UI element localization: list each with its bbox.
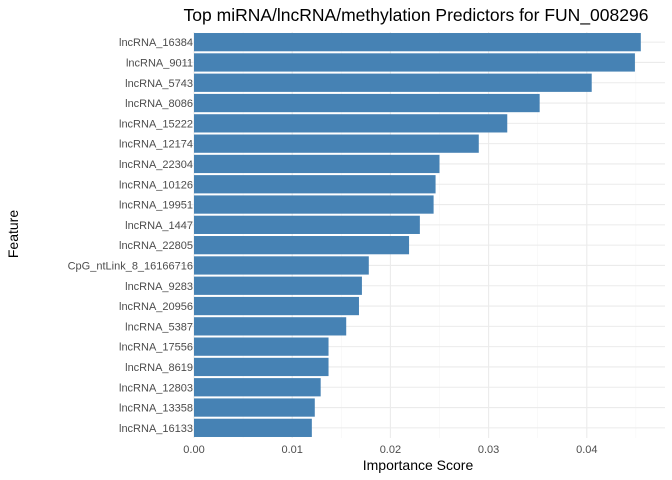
bar bbox=[194, 33, 641, 52]
y-tick-label: lncRNA_10126 bbox=[119, 179, 193, 191]
y-tick-label: lncRNA_22304 bbox=[119, 159, 193, 171]
y-tick-label: lncRNA_20956 bbox=[119, 301, 193, 313]
x-tick-label: 0.01 bbox=[281, 444, 302, 456]
y-tick-label: lncRNA_9283 bbox=[125, 281, 193, 293]
y-tick-label: CpG_ntLink_8_16166716 bbox=[68, 260, 193, 272]
y-tick-label: lncRNA_22805 bbox=[119, 240, 193, 252]
y-tick-label: lncRNA_12803 bbox=[119, 382, 193, 394]
y-tick-label: lncRNA_5387 bbox=[125, 321, 193, 333]
bar bbox=[194, 73, 592, 92]
bar bbox=[194, 276, 362, 295]
x-tick-label: 0.04 bbox=[576, 444, 597, 456]
y-tick-label: lncRNA_8086 bbox=[125, 98, 193, 110]
bars bbox=[194, 33, 641, 437]
y-tick-label: lncRNA_16384 bbox=[119, 37, 193, 49]
bar bbox=[194, 296, 359, 316]
bar bbox=[194, 175, 436, 194]
bar bbox=[194, 337, 329, 356]
bar bbox=[194, 93, 540, 113]
y-tick-label: lncRNA_19951 bbox=[119, 200, 193, 212]
y-tick-label: lncRNA_12174 bbox=[119, 139, 193, 151]
x-tick-label: 0.02 bbox=[380, 444, 401, 456]
bar bbox=[194, 418, 312, 437]
chart-title: Top miRNA/lncRNA/methylation Predictors … bbox=[184, 5, 649, 26]
x-tick-labels: 0.00 0.01 0.02 0.03 0.04 bbox=[183, 444, 597, 456]
bar bbox=[194, 357, 329, 377]
bar bbox=[194, 398, 315, 417]
y-tick-label: lncRNA_15222 bbox=[119, 118, 193, 130]
x-tick-label: 0.00 bbox=[183, 444, 204, 456]
y-tick-label: lncRNA_1447 bbox=[125, 220, 193, 232]
grid-lines bbox=[172, 32, 665, 438]
bar bbox=[194, 256, 369, 275]
x-tick-label: 0.03 bbox=[478, 444, 499, 456]
y-tick-label: lncRNA_13358 bbox=[119, 403, 193, 415]
bar bbox=[194, 378, 321, 397]
y-axis-title: Feature bbox=[5, 210, 21, 258]
y-tick-label: lncRNA_17556 bbox=[119, 342, 193, 354]
bar bbox=[194, 195, 434, 214]
bar bbox=[194, 53, 635, 72]
y-tick-label: lncRNA_16133 bbox=[119, 423, 193, 435]
bar bbox=[194, 134, 479, 153]
y-tick-labels: lncRNA_16384 lncRNA_9011 lncRNA_5743 lncRNA… bbox=[68, 37, 193, 435]
y-tick-label: lncRNA_5743 bbox=[125, 78, 193, 90]
x-axis-title: Importance Score bbox=[363, 457, 474, 473]
y-tick-label: lncRNA_8619 bbox=[125, 362, 193, 374]
bar bbox=[194, 317, 347, 336]
y-tick-label: lncRNA_9011 bbox=[126, 57, 193, 69]
bar bbox=[194, 154, 440, 174]
bar bbox=[194, 215, 420, 234]
bar bbox=[194, 114, 508, 133]
bar bbox=[194, 236, 410, 255]
